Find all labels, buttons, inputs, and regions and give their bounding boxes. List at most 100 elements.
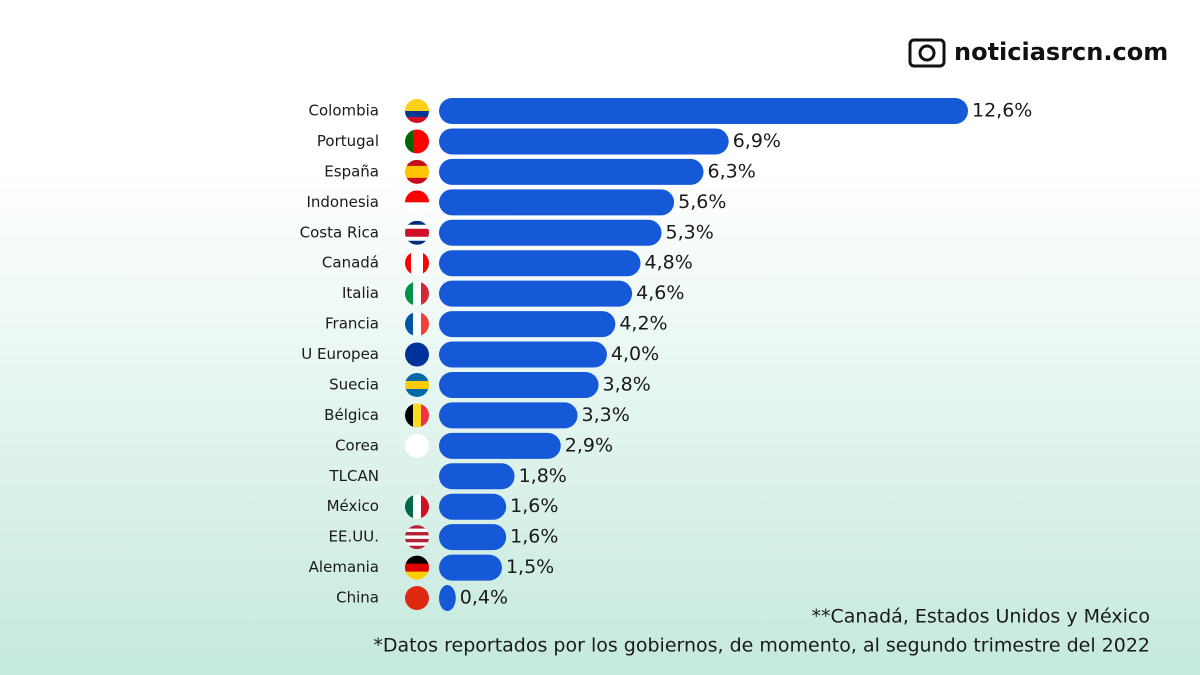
category-label: Indonesia [306,193,379,211]
category-label: Francia [325,315,379,333]
value-label: 2,9% [565,434,613,456]
bar [439,98,968,124]
flag-stripe [405,586,429,611]
value-label: 1,5% [506,556,554,578]
bar [439,128,729,155]
category-label: México [327,497,379,515]
flag-stripe [405,342,429,367]
category-label: U Europea [301,345,379,363]
footnote: **Canadá, Estados Unidos y México [812,606,1150,628]
bar [439,493,507,520]
flag [405,555,429,580]
category-label: TLCAN [329,467,379,485]
category-label: Suecia [329,375,379,393]
category-label: EE.UU. [329,528,379,546]
flag-stripe [405,105,429,112]
logo-icon [908,38,946,68]
flag-stripe [405,403,414,428]
value-label: 1,6% [510,526,558,548]
value-label: 3,8% [603,373,651,395]
flag-stripe [405,190,429,203]
category-label: Canadá [322,254,379,272]
flag-stripe [421,494,429,519]
flag [405,190,429,215]
category-label: China [336,589,379,607]
flag [405,372,429,397]
value-label: 6,9% [733,130,781,152]
flag-stripe [405,232,429,238]
value-label: 1,8% [519,465,567,487]
value-label: 5,3% [666,221,714,243]
flag [405,312,429,337]
flag-stripe [413,281,422,306]
flag [405,342,429,367]
category-label: Corea [335,436,379,454]
flag-stripe [405,220,429,226]
flag-stripe [405,236,429,242]
flag [405,525,429,550]
bar [439,371,599,398]
flag [405,494,429,519]
flag-stripe [405,99,429,106]
flag [405,129,429,154]
flag-stripe [421,281,429,306]
value-label: 6,3% [708,160,756,182]
flag [405,586,429,611]
bar [439,554,502,581]
flag-stripe [405,388,429,397]
bar [439,463,515,490]
flag-stripe [423,251,429,276]
flag [405,251,429,276]
value-label: 4,8% [645,252,693,274]
flag-stripe [405,312,414,337]
flag-stripe [405,159,429,167]
flag [405,220,429,245]
flag-stripe [405,542,429,547]
value-label: 4,6% [636,282,684,304]
flag-stripe [405,372,429,382]
flag-stripe [405,111,429,118]
flag [405,159,429,184]
flag-stripe [405,129,414,154]
category-label: Costa Rica [300,223,379,241]
flag-stripe [413,494,422,519]
flag-stripe [405,228,429,234]
bar [439,250,641,277]
flag-stripe [405,117,429,123]
flag-stripe [405,545,429,550]
footnote: *Datos reportados por los gobiernos, de … [373,635,1150,657]
category-label: Italia [342,284,379,302]
flag-stripe [405,177,429,184]
category-label: Colombia [309,102,380,120]
category-label: Bélgica [324,406,379,424]
bar [439,432,561,459]
flag-stripe [405,171,429,179]
flag-stripe [405,535,429,540]
flag-stripe [405,494,414,519]
flag [405,403,429,428]
flag-stripe [405,528,429,533]
value-label: 12,6% [972,100,1032,122]
value-label: 1,6% [510,495,558,517]
flag-stripe [421,403,429,428]
flag-stripe [421,312,429,337]
flag-stripe [405,380,429,390]
flag-stripe [405,165,429,173]
flag [405,99,429,123]
bar [439,311,616,338]
flag [405,281,429,306]
flag-stripe [405,251,412,276]
flag-stripe [405,224,429,230]
flag-stripe [413,129,422,154]
flag-stripe [413,312,422,337]
flag-stripe [405,281,414,306]
bar [439,585,456,612]
bar [439,402,578,429]
bar [439,189,675,216]
category-label: España [324,162,379,180]
flag-stripe [411,251,418,276]
flag-stripe [421,129,429,154]
bar [439,280,633,307]
value-label: 4,2% [619,313,667,335]
